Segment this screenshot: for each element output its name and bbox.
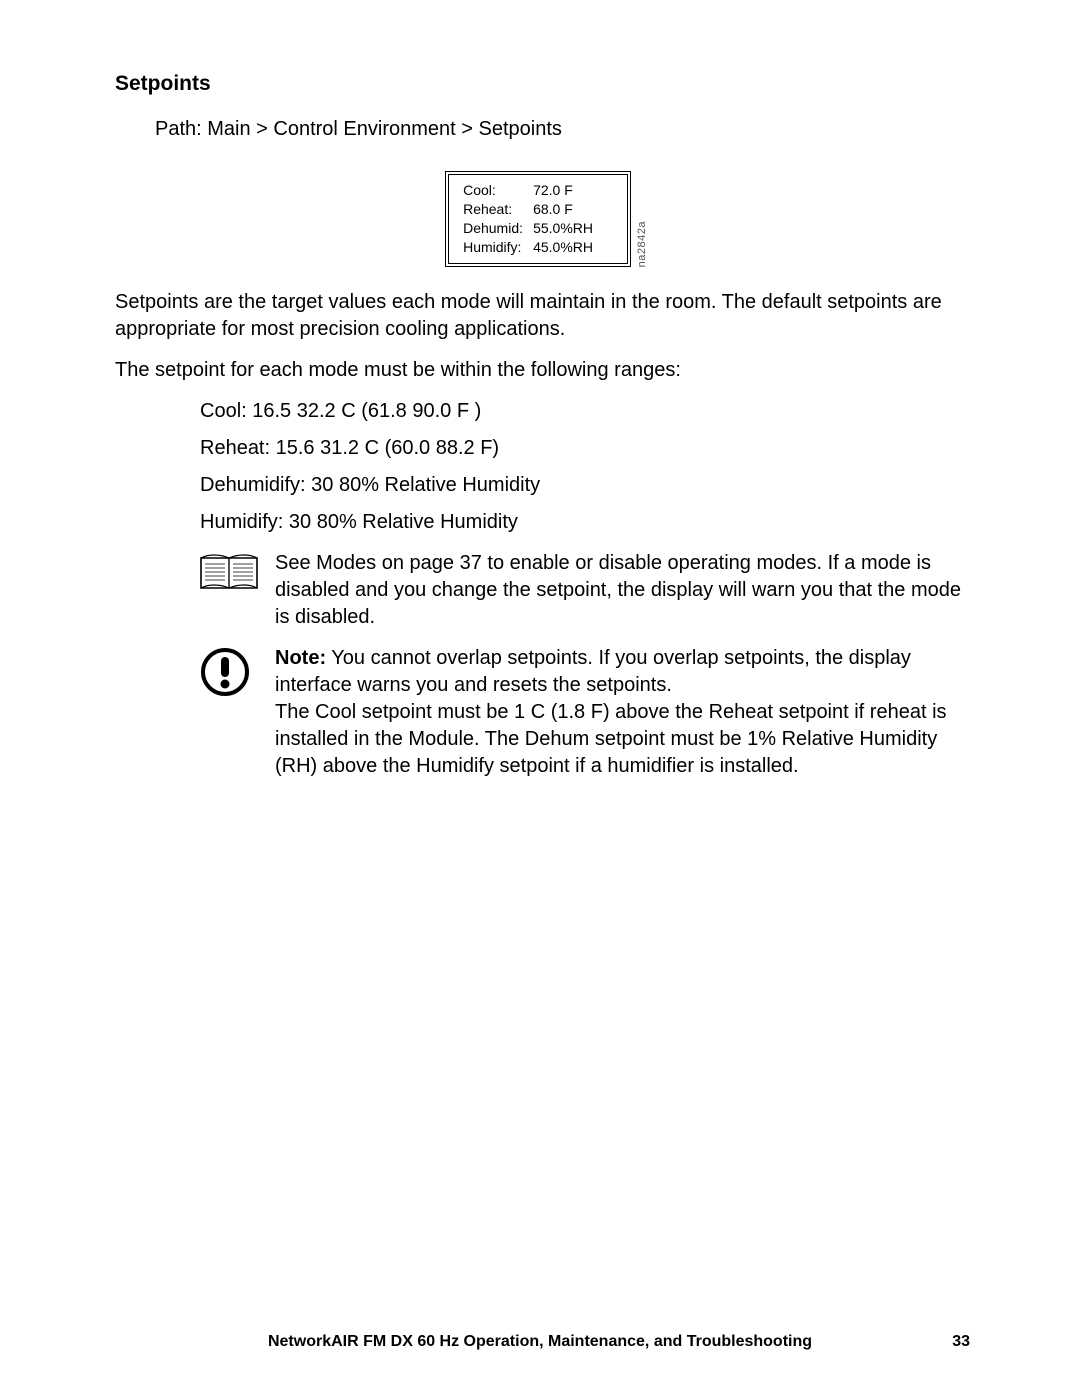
range-item: Humidify: 30 80% Relative Humidity [200, 509, 980, 536]
page-footer: NetworkAIR FM DX 60 Hz Operation, Mainte… [0, 1331, 1080, 1353]
warning-note: Note: You cannot overlap setpoints. If y… [200, 645, 980, 780]
note-span: Dehum [525, 728, 589, 750]
lcd-display-wrap: Cool: 72.0 F Reheat: 68.0 F Dehumid: 55.… [115, 171, 980, 267]
breadcrumb-path: Path: Main > Control Environment > Setpo… [155, 116, 980, 143]
range-list: Cool: 16.5 32.2 C (61.8 90.0 F ) Reheat:… [200, 398, 980, 536]
note-span: You cannot overlap setpoints. If you ove… [275, 647, 911, 696]
display-label: Dehumid: [463, 219, 533, 238]
note-text: See Modes on page 37 to enable or disabl… [275, 550, 980, 631]
note-span: setpoint must be 1 C (1.8 F) above the [356, 701, 708, 723]
book-icon [200, 552, 258, 592]
book-icon-cell [200, 550, 275, 592]
display-label: Reheat: [463, 200, 533, 219]
lcd-display: Cool: 72.0 F Reheat: 68.0 F Dehumid: 55.… [445, 171, 631, 267]
note-line: Note: You cannot overlap setpoints. If y… [275, 645, 980, 699]
page: Setpoints Path: Main > Control Environme… [0, 0, 1080, 1397]
display-value: 55.0%RH [533, 219, 593, 238]
range-item: Cool: 16.5 32.2 C (61.8 90.0 F ) [200, 398, 980, 425]
display-value: 45.0%RH [533, 238, 593, 257]
figure-code: na2842a [635, 219, 650, 267]
note-span: Cool [315, 701, 356, 723]
note-line: The Cool setpoint must be 1 C (1.8 F) ab… [275, 699, 980, 780]
display-row: Reheat: 68.0 F [463, 200, 613, 219]
footer-title: NetworkAIR FM DX 60 Hz Operation, Mainte… [268, 1331, 812, 1353]
range-item: Reheat: 15.6 31.2 C (60.0 88.2 F) [200, 435, 980, 462]
paragraph: Setpoints are the target values each mod… [115, 289, 980, 343]
display-label: Humidify: [463, 238, 533, 257]
display-label: Cool: [463, 181, 533, 200]
warn-icon-cell [200, 645, 275, 697]
note-text: Note: You cannot overlap setpoints. If y… [275, 645, 980, 780]
display-row: Dehumid: 55.0%RH [463, 219, 613, 238]
paragraph: The setpoint for each mode must be withi… [115, 357, 980, 384]
note-span: setpoint if a humidifier is installed. [494, 755, 799, 777]
note-bold: Note: [275, 647, 326, 669]
footer-page-number: 33 [952, 1331, 970, 1353]
note-span: Humidify [416, 755, 494, 777]
display-row: Cool: 72.0 F [463, 181, 613, 200]
note-span: The [275, 701, 315, 723]
range-item: Dehumidify: 30 80% Relative Humidity [200, 472, 980, 499]
book-note: See Modes on page 37 to enable or disabl… [200, 550, 980, 631]
warning-icon [200, 647, 250, 697]
section-heading: Setpoints [115, 70, 980, 98]
display-value: 72.0 F [533, 181, 573, 200]
display-value: 68.0 F [533, 200, 573, 219]
display-row: Humidify: 45.0%RH [463, 238, 613, 257]
note-span: Reheat [709, 701, 774, 723]
